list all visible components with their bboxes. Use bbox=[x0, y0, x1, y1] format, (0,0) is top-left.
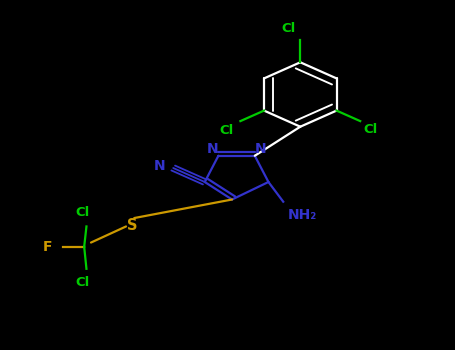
Text: S: S bbox=[126, 218, 137, 233]
Text: N: N bbox=[255, 142, 267, 156]
Text: Cl: Cl bbox=[76, 206, 90, 219]
Text: Cl: Cl bbox=[219, 124, 233, 137]
Text: Cl: Cl bbox=[282, 22, 296, 35]
Text: N: N bbox=[153, 159, 165, 173]
Text: F: F bbox=[43, 240, 52, 254]
Text: N: N bbox=[207, 142, 218, 156]
Text: Cl: Cl bbox=[76, 276, 90, 289]
Text: Cl: Cl bbox=[364, 123, 378, 136]
Text: NH₂: NH₂ bbox=[288, 208, 317, 222]
